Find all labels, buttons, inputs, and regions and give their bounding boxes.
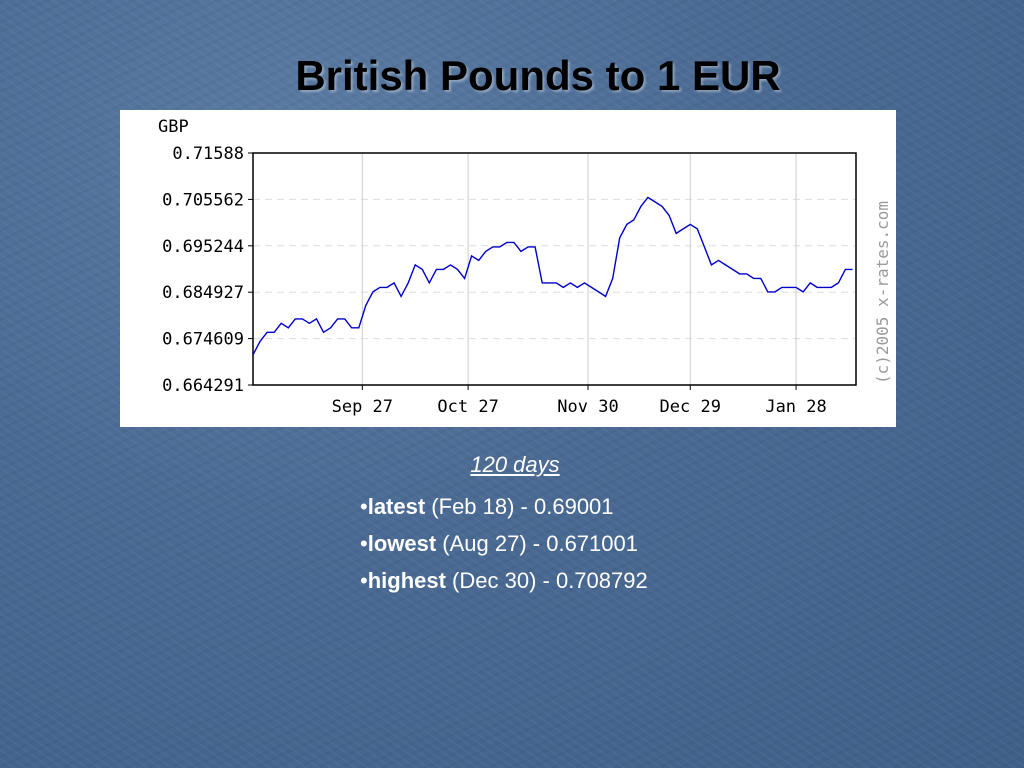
series-line-gbp — [252, 196, 853, 356]
stat-detail: (Dec 30) - 0.708792 — [445, 568, 648, 593]
x-tick-label: Sep 27 — [332, 397, 393, 417]
x-tick-label: Dec 29 — [660, 397, 721, 417]
copyright-watermark: (c)2005 x-rates.com — [873, 201, 892, 384]
stat-detail: (Aug 27) - 0.671001 — [436, 531, 638, 556]
y-axis-label: GBP — [158, 117, 189, 137]
stat-highest: •highest (Dec 30) - 0.708792 — [360, 562, 648, 599]
stat-detail: (Feb 18) - 0.69001 — [425, 494, 614, 519]
plot-frame — [252, 152, 857, 386]
y-tick-label: 0.705562 — [162, 190, 244, 210]
y-tick-label: 0.695244 — [162, 237, 244, 257]
y-tick-label: 0.674609 — [162, 330, 244, 350]
stat-label: latest — [367, 494, 426, 519]
x-tick-label: Nov 30 — [557, 397, 618, 417]
bullet-marker: • — [360, 494, 368, 519]
stat-lowest: •lowest (Aug 27) - 0.671001 — [360, 525, 648, 562]
stat-label: lowest — [367, 531, 437, 556]
stat-latest: •latest (Feb 18) - 0.69001 — [360, 488, 648, 525]
x-tick-label: Jan 28 — [765, 397, 826, 417]
bullet-marker: • — [360, 568, 368, 593]
stats-list: •latest (Feb 18) - 0.69001 •lowest (Aug … — [360, 488, 648, 599]
x-tick-label: Oct 27 — [437, 397, 498, 417]
bullet-marker: • — [360, 531, 368, 556]
exchange-rate-chart: GBP 0.71588 0.705562 0.695244 0.684927 0.674… — [120, 110, 896, 427]
period-caption: 120 days — [470, 452, 560, 477]
y-tick-label: 0.71588 — [172, 144, 244, 164]
y-tick-label: 0.684927 — [162, 283, 244, 303]
stat-label: highest — [367, 568, 446, 593]
slide-title: British Pounds to 1 EUR — [295, 52, 781, 99]
chart-svg: GBP 0.71588 0.705562 0.695244 0.684927 0.674… — [158, 117, 892, 417]
y-tick-label: 0.664291 — [162, 376, 244, 396]
